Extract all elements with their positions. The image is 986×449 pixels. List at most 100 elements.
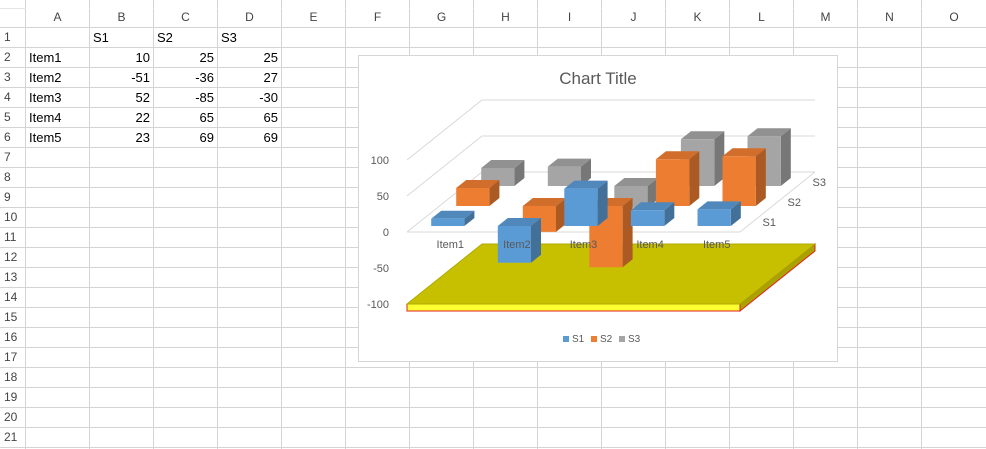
cell-d2[interactable]: 25 [263, 50, 278, 65]
bar-top [431, 210, 475, 219]
bar-top [697, 201, 741, 210]
column-header-k[interactable]: K [666, 7, 729, 27]
bar-s3-item2[interactable] [547, 158, 591, 186]
bar-top [456, 180, 500, 188]
bar-top [630, 202, 675, 211]
row-header-19[interactable]: 19 [0, 388, 25, 407]
cell-a2[interactable]: Item1 [29, 50, 62, 65]
column-header-i[interactable]: I [538, 7, 601, 27]
column-header-d[interactable]: D [218, 7, 281, 27]
y-tick-label: -50 [373, 263, 389, 275]
cell-d3[interactable]: 27 [263, 70, 278, 85]
cell-c5[interactable]: 65 [199, 110, 214, 125]
chart-title[interactable]: Chart Title [559, 69, 636, 88]
bar-s1-item2[interactable] [497, 218, 541, 263]
row-header-3[interactable]: 3 [0, 68, 25, 87]
cell-a5[interactable]: Item4 [29, 110, 62, 125]
row-header-5[interactable]: 5 [0, 108, 25, 127]
bar-side [556, 198, 566, 232]
cell-c4[interactable]: -85 [195, 90, 214, 105]
cell-d1[interactable]: S3 [221, 30, 237, 45]
legend-swatch-s3 [619, 336, 625, 342]
row-header-16[interactable]: 16 [0, 328, 25, 347]
row-header-21[interactable]: 21 [0, 428, 25, 447]
row-header-20[interactable]: 20 [0, 408, 25, 427]
column-header-n[interactable]: N [858, 7, 921, 27]
bar-s2-item4[interactable] [655, 151, 700, 206]
row-header-4[interactable]: 4 [0, 88, 25, 107]
cell-c6[interactable]: 69 [199, 130, 214, 145]
column-header-j[interactable]: J [602, 7, 665, 27]
bar-top [564, 180, 608, 189]
cell-b5[interactable]: 22 [135, 110, 150, 125]
cell-d4[interactable]: -30 [259, 90, 278, 105]
cell-b1[interactable]: S1 [93, 30, 109, 45]
column-header-b[interactable]: B [90, 7, 153, 27]
bar-front [431, 218, 465, 226]
cell-b6[interactable]: 23 [135, 130, 150, 145]
bar-top [722, 148, 766, 157]
cell-c3[interactable]: -36 [195, 70, 214, 85]
row-header-7[interactable]: 7 [0, 148, 25, 167]
row-header-1[interactable]: 1 [0, 28, 25, 47]
cell-d5[interactable]: 65 [263, 110, 278, 125]
bar-side [780, 128, 791, 186]
bar-side [714, 131, 725, 186]
cell-d6[interactable]: 69 [263, 130, 278, 145]
row-header-11[interactable]: 11 [0, 228, 25, 247]
bar-side [622, 198, 633, 268]
row-header-10[interactable]: 10 [0, 208, 25, 227]
floor-front-edge [406, 303, 741, 312]
column-header-m[interactable]: M [794, 7, 857, 27]
y-tick-label: 100 [371, 155, 389, 167]
cell-a3[interactable]: Item2 [29, 70, 62, 85]
bar-side [755, 148, 766, 206]
bar-s2-item1[interactable] [456, 180, 500, 206]
row-header-8[interactable]: 8 [0, 168, 25, 187]
row-header-13[interactable]: 13 [0, 268, 25, 287]
bar-side [597, 180, 608, 226]
row-header-2[interactable]: 2 [0, 48, 25, 67]
cell-b3[interactable]: -51 [131, 70, 150, 85]
bar-side [581, 158, 591, 186]
column-header-l[interactable]: L [730, 7, 793, 27]
bar-s1-item5[interactable] [697, 201, 741, 226]
bar-s1-item3[interactable] [564, 180, 608, 226]
column-header-o[interactable]: O [922, 7, 986, 27]
row-header-18[interactable]: 18 [0, 368, 25, 387]
bar-s3-item3[interactable] [614, 178, 658, 208]
bar-front [697, 209, 731, 226]
category-label: Item2 [503, 239, 531, 251]
bar-top [680, 131, 725, 140]
row-header-9[interactable]: 9 [0, 188, 25, 207]
gridline-100 [406, 99, 815, 161]
column-header-g[interactable]: G [410, 7, 473, 27]
bar-s2-item5[interactable] [722, 148, 766, 206]
chart-object[interactable]: Chart Title 100 50 0 -50 -100 Item1 Item2 Item3… [358, 55, 838, 362]
row-header-6[interactable]: 6 [0, 128, 25, 147]
column-header-f[interactable]: F [346, 7, 409, 27]
cell-a4[interactable]: Item3 [29, 90, 62, 105]
cell-a6[interactable]: Item5 [29, 130, 62, 145]
bar-side [730, 201, 741, 226]
bar-top [522, 198, 566, 206]
column-header-a[interactable]: A [26, 7, 89, 27]
row-header-15[interactable]: 15 [0, 308, 25, 327]
row-header-17[interactable]: 17 [0, 348, 25, 367]
column-header-h[interactable]: H [474, 7, 537, 27]
legend-swatch-s1 [563, 336, 569, 342]
row-header-12[interactable]: 12 [0, 248, 25, 267]
bar-s3-item1[interactable] [481, 160, 525, 186]
column-header-e[interactable]: E [282, 7, 345, 27]
cell-b4[interactable]: 52 [135, 90, 150, 105]
cell-a1[interactable] [26, 28, 89, 47]
cell-b2[interactable]: 10 [135, 50, 150, 65]
row-header-14[interactable]: 14 [0, 288, 25, 307]
bar-s1-item1[interactable] [431, 210, 475, 226]
bar-s1-item4[interactable] [630, 202, 675, 226]
cell-c2[interactable]: 25 [199, 50, 214, 65]
y-tick-label: 0 [383, 227, 389, 239]
cell-c1[interactable]: S2 [157, 30, 173, 45]
bar-side [647, 178, 658, 208]
column-header-c[interactable]: C [154, 7, 217, 27]
